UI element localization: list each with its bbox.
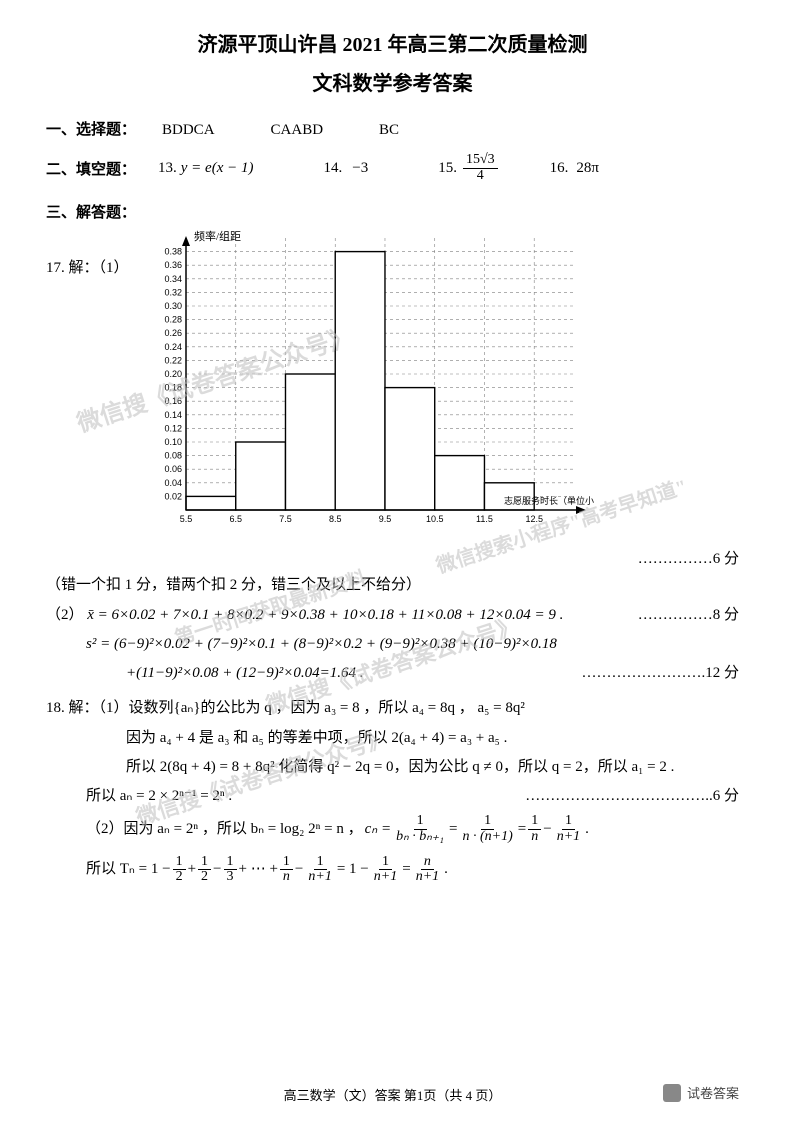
svg-text:0.16: 0.16 <box>164 397 182 407</box>
q17-score-3: …………………….12 分 <box>581 662 739 685</box>
footer-source: 试卷答案 <box>663 1083 739 1102</box>
svg-text:9.5: 9.5 <box>379 514 392 524</box>
section-2-row: 二、填空题： 13. y = e(x − 1) 14. −3 15. 15√3 … <box>46 153 739 183</box>
svg-text:频率/组距: 频率/组距 <box>194 229 241 243</box>
q13-label: 13. <box>158 160 177 177</box>
svg-text:10.5: 10.5 <box>426 514 444 524</box>
q16-label: 16. <box>550 160 569 177</box>
q17-head: 17. 解：（1） <box>46 228 144 277</box>
q17-var-line2: +(11−9)²×0.08 + (12−9)²×0.04=1.64 . …………… <box>46 662 739 685</box>
svg-text:6.5: 6.5 <box>229 514 242 524</box>
svg-text:8.5: 8.5 <box>329 514 342 524</box>
svg-text:0.30: 0.30 <box>164 301 182 311</box>
q15-value: 15√3 4 <box>463 153 498 183</box>
svg-text:0.28: 0.28 <box>164 315 182 325</box>
q18-part2-tn: 所以 Tₙ = 1 − 12 + 12 − 13 + ⋯ + 1n − 1n+1… <box>46 855 739 885</box>
svg-text:7.5: 7.5 <box>279 514 292 524</box>
q17-part2-mean: （2） x̄ = 6×0.02 + 7×0.1 + 8×0.2 + 9×0.38… <box>46 604 739 627</box>
histogram-svg: 0.02 0.04 0.06 0.08 0.10 0.12 0.14 0.16 0.18 0.20… <box>144 228 594 538</box>
svg-text:0.26: 0.26 <box>164 329 182 339</box>
mc-group-1: BDDCA <box>162 122 215 139</box>
page-title-1: 济源平顶山许昌 2021 年高三第二次质量检测 <box>46 28 739 57</box>
q13-value: y = e(x − 1) <box>181 160 254 177</box>
mc-group-3: BC <box>379 122 399 139</box>
svg-text:5.5: 5.5 <box>180 514 193 524</box>
q18-l3: 所以 2(8q + 4) = 8 + 8q² 化简得 q² − 2q = 0，因… <box>46 756 739 779</box>
q17-var-line1: s² = (6−9)²×0.02 + (7−9)²×0.1 + (8−9)²×0… <box>46 633 739 656</box>
mc-group-2: CAABD <box>271 122 324 139</box>
svg-text:12.5: 12.5 <box>525 514 543 524</box>
svg-text:0.38: 0.38 <box>164 247 182 257</box>
svg-text:0.24: 0.24 <box>164 342 182 352</box>
section-2-label: 二、填空题： <box>46 158 136 179</box>
q18-l2: 因为 a₄ + 4 是 a₃ 和 a₅ 的等差中项，所以 2(a₄ + 4) =… <box>46 727 739 750</box>
svg-text:0.22: 0.22 <box>164 356 182 366</box>
q18-part2-cn: （2）因为 aₙ = 2ⁿ ，所以 bₙ = log₂ 2ⁿ = n ， cₙ … <box>46 814 739 844</box>
svg-text:0.12: 0.12 <box>164 424 182 434</box>
q18-l4-row: 所以 aₙ = 2 × 2ⁿ⁻¹ = 2ⁿ . ………………………………..6 … <box>46 785 739 808</box>
q17-chart: 0.02 0.04 0.06 0.08 0.10 0.12 0.14 0.16 0.18 0.20… <box>144 228 594 543</box>
q18-score-1: ………………………………..6 分 <box>525 785 739 808</box>
svg-text:11.5: 11.5 <box>476 514 493 524</box>
page-title-2: 文科数学参考答案 <box>46 67 739 96</box>
section-1-row: 一、选择题： BDDCA CAABD BC <box>46 118 739 139</box>
svg-text:0.36: 0.36 <box>164 261 182 271</box>
q17-note: （错一个扣 1 分，错两个扣 2 分，错三个及以上不给分） <box>46 574 739 597</box>
q14-value: −3 <box>352 160 368 177</box>
q17-score-2: ……………8 分 <box>638 604 739 627</box>
svg-text:0.06: 0.06 <box>164 465 182 475</box>
q17-score-1: ……………6 分 <box>46 547 739 568</box>
q16-value: 28π <box>576 160 599 177</box>
svg-text:0.32: 0.32 <box>164 288 182 298</box>
section-3-label: 三、解答题： <box>46 201 739 222</box>
svg-text:志愿服务时长（单位小时）: 志愿服务时长（单位小时） <box>504 495 594 506</box>
wechat-icon <box>663 1084 681 1102</box>
svg-text:0.02: 0.02 <box>164 492 182 502</box>
section-1-label: 一、选择题： <box>46 118 136 139</box>
svg-text:0.20: 0.20 <box>164 369 182 379</box>
q14-label: 14. <box>323 160 342 177</box>
svg-text:0.04: 0.04 <box>164 478 182 488</box>
q15-label: 15. <box>438 160 457 177</box>
svg-text:0.18: 0.18 <box>164 383 182 393</box>
svg-text:0.10: 0.10 <box>164 437 182 447</box>
page-footer: 高三数学（文）答案 第1页（共 4 页） <box>46 1085 739 1104</box>
svg-text:0.08: 0.08 <box>164 451 182 461</box>
svg-text:0.34: 0.34 <box>164 274 182 284</box>
q18-head: 18. 解：（1）设数列{aₙ}的公比为 q ，因为 a₃ = 8 ，所以 a₄… <box>46 697 739 720</box>
svg-text:0.14: 0.14 <box>164 410 182 420</box>
